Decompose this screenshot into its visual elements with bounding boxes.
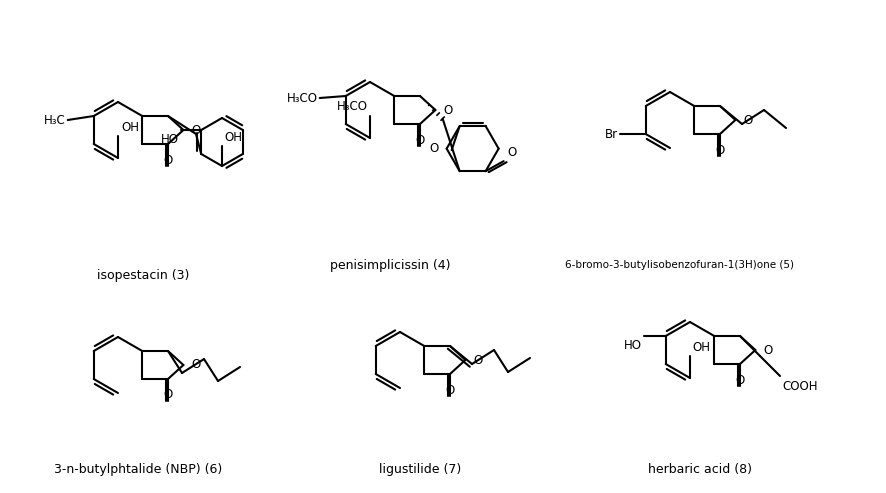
Text: O: O: [191, 358, 200, 372]
Text: 6-bromo-3-butylisobenzofuran-1(3H)one (5): 6-bromo-3-butylisobenzofuran-1(3H)one (5…: [565, 260, 795, 270]
Text: OH: OH: [224, 131, 242, 144]
Text: O: O: [443, 104, 453, 116]
Text: O: O: [764, 344, 773, 356]
Text: O: O: [191, 124, 200, 137]
Text: COOH: COOH: [782, 380, 818, 393]
Text: OH: OH: [121, 121, 139, 134]
Text: O: O: [416, 134, 424, 146]
Text: H₃CO: H₃CO: [287, 92, 318, 105]
Text: O: O: [446, 384, 455, 396]
Text: Br: Br: [604, 128, 618, 141]
Text: O: O: [735, 374, 744, 387]
Text: O: O: [430, 142, 439, 155]
Text: O: O: [743, 113, 753, 127]
Text: O: O: [163, 153, 173, 167]
Text: O: O: [473, 353, 483, 366]
Text: HO: HO: [624, 339, 641, 352]
Text: O: O: [508, 146, 517, 159]
Text: 3-n-butylphtalide (NBP) (6): 3-n-butylphtalide (NBP) (6): [54, 463, 222, 477]
Text: ligustilide (7): ligustilide (7): [379, 463, 461, 477]
Text: isopestacin (3): isopestacin (3): [97, 269, 190, 282]
Text: OH: OH: [692, 341, 710, 354]
Text: HO: HO: [161, 133, 179, 146]
Text: penisimplicissin (4): penisimplicissin (4): [330, 258, 450, 272]
Text: H₃CO: H₃CO: [337, 100, 368, 113]
Text: herbaric acid (8): herbaric acid (8): [648, 463, 752, 477]
Text: O: O: [163, 388, 173, 401]
Text: H₃C: H₃C: [44, 113, 66, 127]
Text: O: O: [715, 143, 725, 156]
